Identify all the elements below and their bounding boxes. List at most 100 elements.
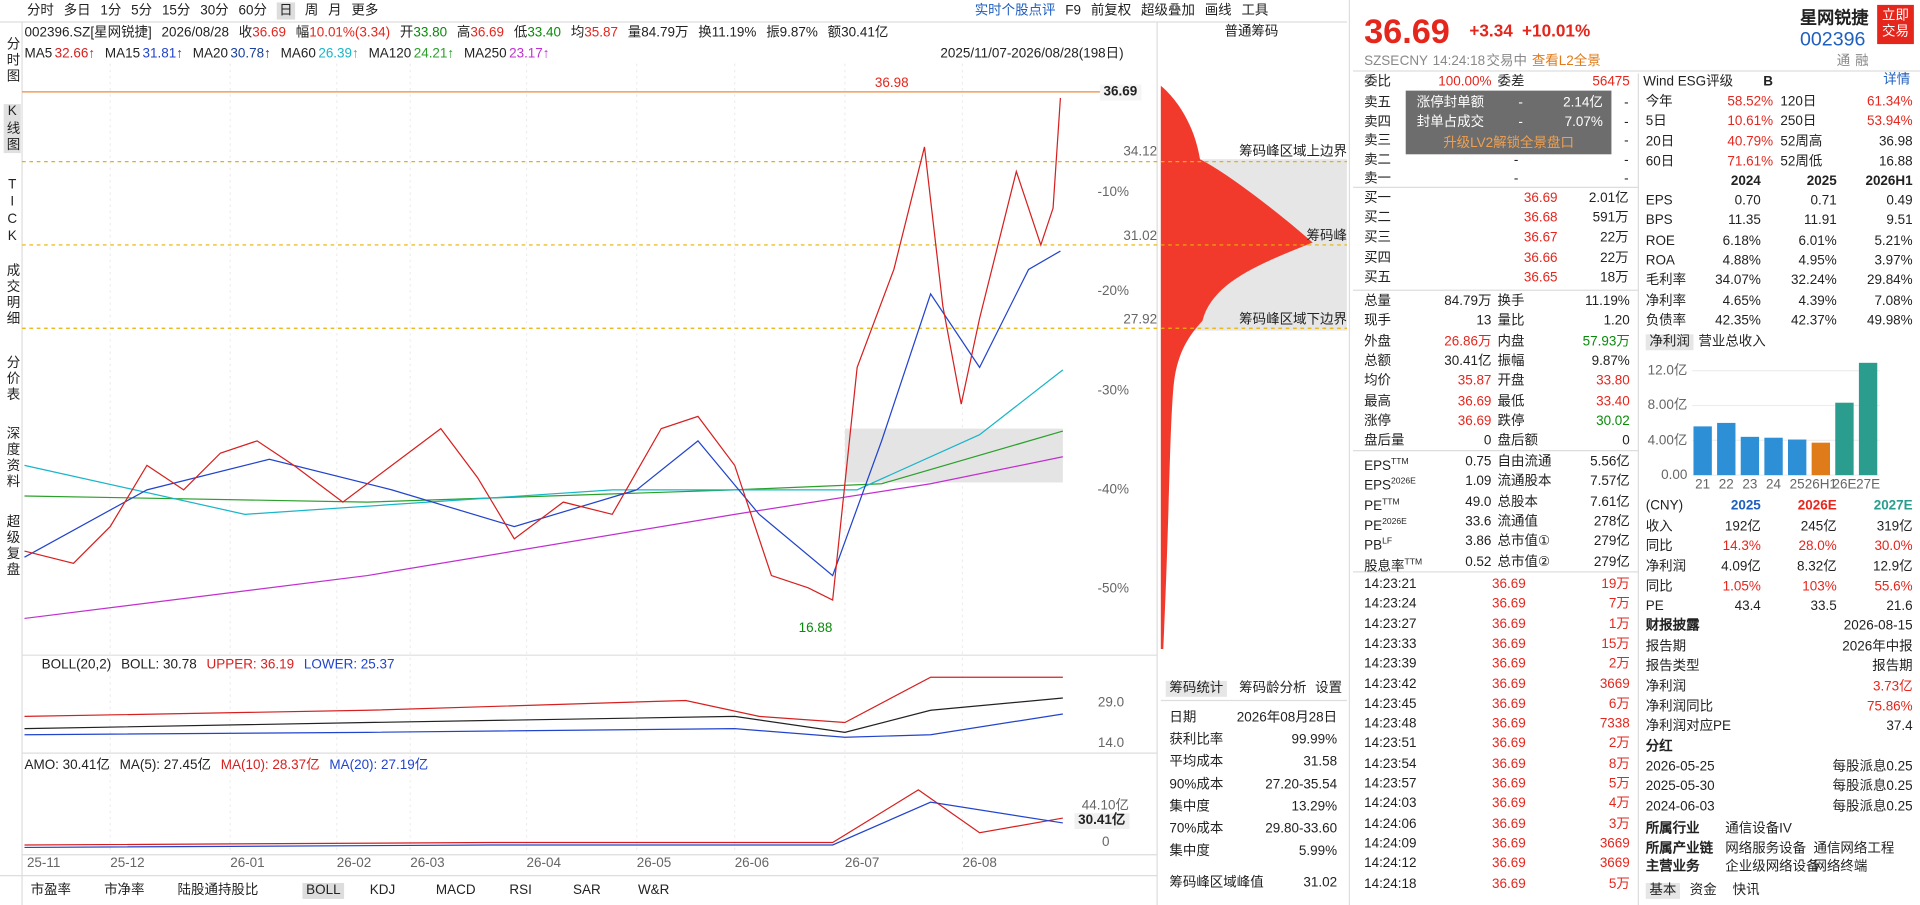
label[interactable]: 网络服务设备 bbox=[1725, 840, 1807, 856]
period-tab[interactable]: 30分 bbox=[200, 3, 229, 19]
boll-axis: 29.0 bbox=[1097, 695, 1125, 711]
label[interactable]: 通信设备IV bbox=[1725, 821, 1792, 837]
fund-sup: LF bbox=[1382, 537, 1393, 547]
side-tab[interactable]: 分价表 bbox=[4, 355, 20, 403]
chip-tab[interactable]: 设置 bbox=[1315, 680, 1343, 696]
label: 192亿 bbox=[1724, 519, 1761, 534]
stat-label: 开盘 bbox=[1497, 373, 1525, 389]
bottom-tab[interactable]: RSI bbox=[509, 882, 532, 898]
stat-label: 振幅 bbox=[1497, 353, 1525, 369]
profit-tab[interactable]: 净利润 bbox=[1645, 334, 1694, 351]
quote-item: 高36.69 bbox=[457, 24, 504, 41]
label: 1.05% bbox=[1722, 579, 1761, 594]
side-tab[interactable]: 分时图 bbox=[4, 36, 20, 85]
trade-button[interactable]: 立即交易 bbox=[1882, 8, 1909, 40]
x-tick-label: 26H1 bbox=[1804, 477, 1837, 493]
stat-label: 最高 bbox=[1364, 393, 1392, 409]
ask-volume: - bbox=[1624, 133, 1629, 149]
bottom-tab[interactable]: W&R bbox=[637, 882, 670, 898]
limit-dash: - bbox=[1518, 95, 1523, 111]
bottom-tab[interactable]: 市净率 bbox=[104, 882, 145, 898]
period-tab[interactable]: 月 bbox=[328, 3, 342, 19]
bottom-tab[interactable]: 市盈率 bbox=[30, 882, 72, 898]
esg-link[interactable]: 详情 bbox=[1883, 72, 1911, 87]
bottom-tab[interactable]: SAR bbox=[573, 882, 601, 898]
quote-item: 均35.87 bbox=[571, 24, 618, 41]
tool-button[interactable]: 实时个股点评 bbox=[974, 3, 1056, 19]
fund-value: 49.0 bbox=[1465, 494, 1492, 509]
side-tab[interactable]: 深度资料 bbox=[4, 426, 20, 490]
chip-tab[interactable]: 筹码统计 bbox=[1165, 680, 1227, 697]
period-tab[interactable]: 15分 bbox=[161, 3, 191, 19]
label: 主营业务 bbox=[1645, 859, 1700, 875]
period-tab[interactable]: 多日 bbox=[63, 3, 91, 19]
label: UPPER: 36.19 bbox=[206, 657, 295, 673]
tool-button[interactable]: 工具 bbox=[1241, 3, 1269, 19]
label: 2026年中报 bbox=[1842, 639, 1913, 654]
period-tab[interactable]: 分时 bbox=[26, 3, 54, 19]
side-tab[interactable]: 超级复盘 bbox=[4, 514, 20, 579]
period-tab[interactable]: 1分 bbox=[100, 3, 122, 19]
stat-value: 13 bbox=[1476, 313, 1492, 329]
bottom-tab[interactable]: MACD bbox=[435, 882, 476, 898]
side-tab[interactable]: TICK bbox=[4, 177, 20, 247]
label[interactable]: 通信网络工程 bbox=[1813, 840, 1895, 856]
upgrade-link[interactable]: 升级LV2解锁全景盘口 bbox=[1443, 135, 1574, 151]
period-tab[interactable]: 5分 bbox=[131, 3, 153, 19]
tick-price: 36.69 bbox=[1492, 856, 1526, 871]
label: MA(20): 27.19亿 bbox=[329, 758, 429, 773]
label: 61.34% bbox=[1866, 94, 1913, 109]
x-tick-label: 25-12 bbox=[110, 856, 145, 871]
fin-value: 0.71 bbox=[1810, 193, 1837, 209]
fund-sup: 2026E bbox=[1382, 517, 1407, 527]
fin-label: EPS bbox=[1645, 193, 1673, 209]
label: 高 bbox=[456, 25, 471, 41]
panel-tab[interactable]: 资金 bbox=[1689, 882, 1717, 898]
tick-price: 36.69 bbox=[1492, 876, 1526, 891]
panel-tab[interactable]: 快讯 bbox=[1732, 882, 1760, 898]
chip-tab[interactable]: 筹码龄分析 bbox=[1239, 680, 1307, 696]
label[interactable]: 网络终端 bbox=[1813, 859, 1868, 875]
fund-value: 33.6 bbox=[1465, 514, 1492, 529]
profit-tab[interactable]: 营业总收入 bbox=[1698, 334, 1766, 350]
fin-value: 0.49 bbox=[1886, 193, 1913, 209]
stat-label: 盘后额 bbox=[1497, 433, 1538, 449]
bottom-tab[interactable]: KDJ bbox=[369, 882, 396, 898]
bottom-tab[interactable]: 陆股通持股比 bbox=[177, 882, 259, 898]
label: 84.79万 bbox=[641, 25, 689, 41]
period-tab[interactable]: 周 bbox=[304, 3, 319, 19]
label: 3.73亿 bbox=[1872, 679, 1913, 694]
label[interactable]: 企业级网络设备 bbox=[1725, 859, 1820, 875]
label: 23.17↑ bbox=[509, 46, 550, 62]
fin-value: 49.98% bbox=[1866, 313, 1913, 328]
period-tab[interactable]: 60分 bbox=[238, 3, 267, 19]
label: 净利润 bbox=[1645, 559, 1687, 574]
label: 11.19% bbox=[711, 25, 757, 41]
panel-tab[interactable]: 基本 bbox=[1645, 882, 1681, 899]
limit-value: 7.07% bbox=[1564, 115, 1603, 130]
side-tab[interactable]: K线图 bbox=[3, 104, 21, 154]
label: 5日 bbox=[1645, 114, 1667, 129]
label: MA5 bbox=[24, 46, 53, 62]
ask-volume: - bbox=[1624, 114, 1629, 130]
period-tab[interactable]: 日 bbox=[276, 2, 296, 20]
tool-button[interactable]: 超级叠加 bbox=[1141, 3, 1195, 19]
period-tab[interactable]: 更多 bbox=[351, 3, 379, 19]
label: 开 bbox=[399, 25, 414, 41]
label: 同比 bbox=[1645, 579, 1673, 594]
fund-label: 股息率TTM bbox=[1364, 557, 1423, 574]
bottom-tab[interactable]: BOLL bbox=[302, 882, 345, 899]
fin-header: 2025 bbox=[1806, 173, 1837, 189]
tool-button[interactable]: 画线 bbox=[1204, 3, 1232, 19]
tick-price: 36.69 bbox=[1492, 756, 1526, 772]
label: 53.94% bbox=[1866, 114, 1913, 129]
side-tab[interactable]: 成交明细 bbox=[4, 263, 20, 327]
label: 40.79% bbox=[1727, 134, 1774, 149]
label: 换 bbox=[698, 25, 712, 41]
fin-value: 3.97% bbox=[1874, 253, 1913, 269]
l2-link[interactable]: 查看L2全景 bbox=[1531, 53, 1601, 69]
tool-button[interactable]: 前复权 bbox=[1090, 3, 1132, 19]
tool-button[interactable]: F9 bbox=[1065, 3, 1082, 19]
bid-price: 36.69 bbox=[1523, 191, 1558, 206]
